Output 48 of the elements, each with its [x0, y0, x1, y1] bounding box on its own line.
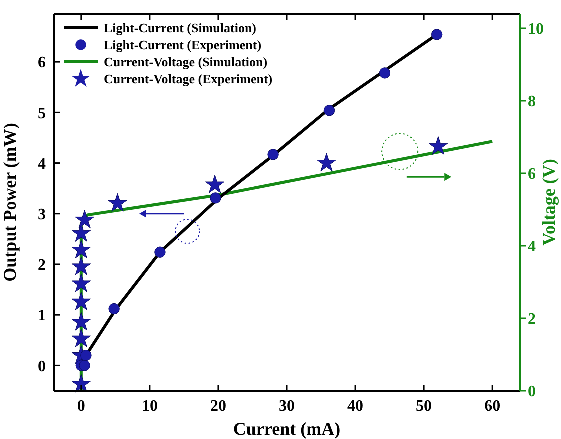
legend-label: Current-Voltage (Simulation) — [104, 54, 268, 70]
point — [428, 136, 448, 155]
point — [379, 68, 391, 79]
point — [317, 153, 336, 172]
y-axis-title: Output Power (mW) — [0, 123, 20, 282]
point — [324, 105, 336, 116]
point — [72, 374, 92, 393]
y2-tick-label: 10 — [528, 21, 544, 38]
y-tick-label: 2 — [38, 257, 46, 274]
point — [108, 193, 128, 212]
y2-tick-label: 4 — [528, 238, 536, 256]
y2-tick-label: 0 — [528, 384, 536, 401]
x-tick-label: 60 — [484, 398, 501, 415]
point — [72, 312, 92, 331]
point — [154, 246, 166, 258]
x-tick-label: 10 — [142, 398, 158, 415]
x-tick-label: 0 — [77, 398, 86, 415]
y-tick-label: 6 — [38, 54, 46, 72]
y-tick-label: 0 — [38, 358, 46, 376]
point — [72, 256, 92, 276]
x-tick-label: 50 — [416, 398, 432, 415]
point — [72, 240, 92, 259]
y2-tick-label: 2 — [528, 311, 536, 328]
y2-tick-label: 8 — [528, 94, 536, 111]
legend-label: Current-Voltage (Experiment) — [104, 72, 273, 87]
point — [210, 192, 222, 204]
legend-label: Light-Current (Simulation) — [104, 20, 257, 36]
x-tick-label: 20 — [210, 398, 226, 415]
y2-tick-label: 6 — [528, 166, 536, 184]
y-tick-label: 5 — [38, 105, 46, 122]
x-axis-title: Current (mA) — [233, 419, 341, 439]
point — [72, 292, 92, 310]
legend-label: Light-Current (Experiment) — [104, 38, 262, 53]
y-tick-label: 4 — [38, 156, 46, 173]
point — [79, 360, 90, 372]
point — [72, 274, 92, 292]
x-tick-label: 40 — [348, 398, 364, 415]
point — [75, 210, 94, 229]
y-tick-label: 1 — [38, 308, 46, 325]
point — [108, 303, 120, 315]
y-tick-label: 3 — [38, 206, 46, 224]
point — [72, 224, 92, 242]
y2-axis-title: Voltage (V) — [539, 159, 559, 246]
point — [205, 174, 225, 194]
point — [72, 329, 92, 348]
point — [431, 29, 443, 40]
x-tick-label: 30 — [279, 398, 295, 415]
point — [268, 149, 279, 160]
